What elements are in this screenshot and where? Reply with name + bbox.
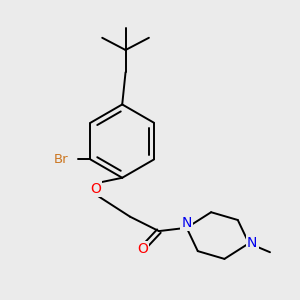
Text: O: O	[137, 242, 148, 256]
Text: O: O	[90, 182, 101, 196]
Text: N: N	[247, 236, 257, 250]
Text: N: N	[182, 216, 192, 230]
Text: Br: Br	[54, 153, 68, 166]
